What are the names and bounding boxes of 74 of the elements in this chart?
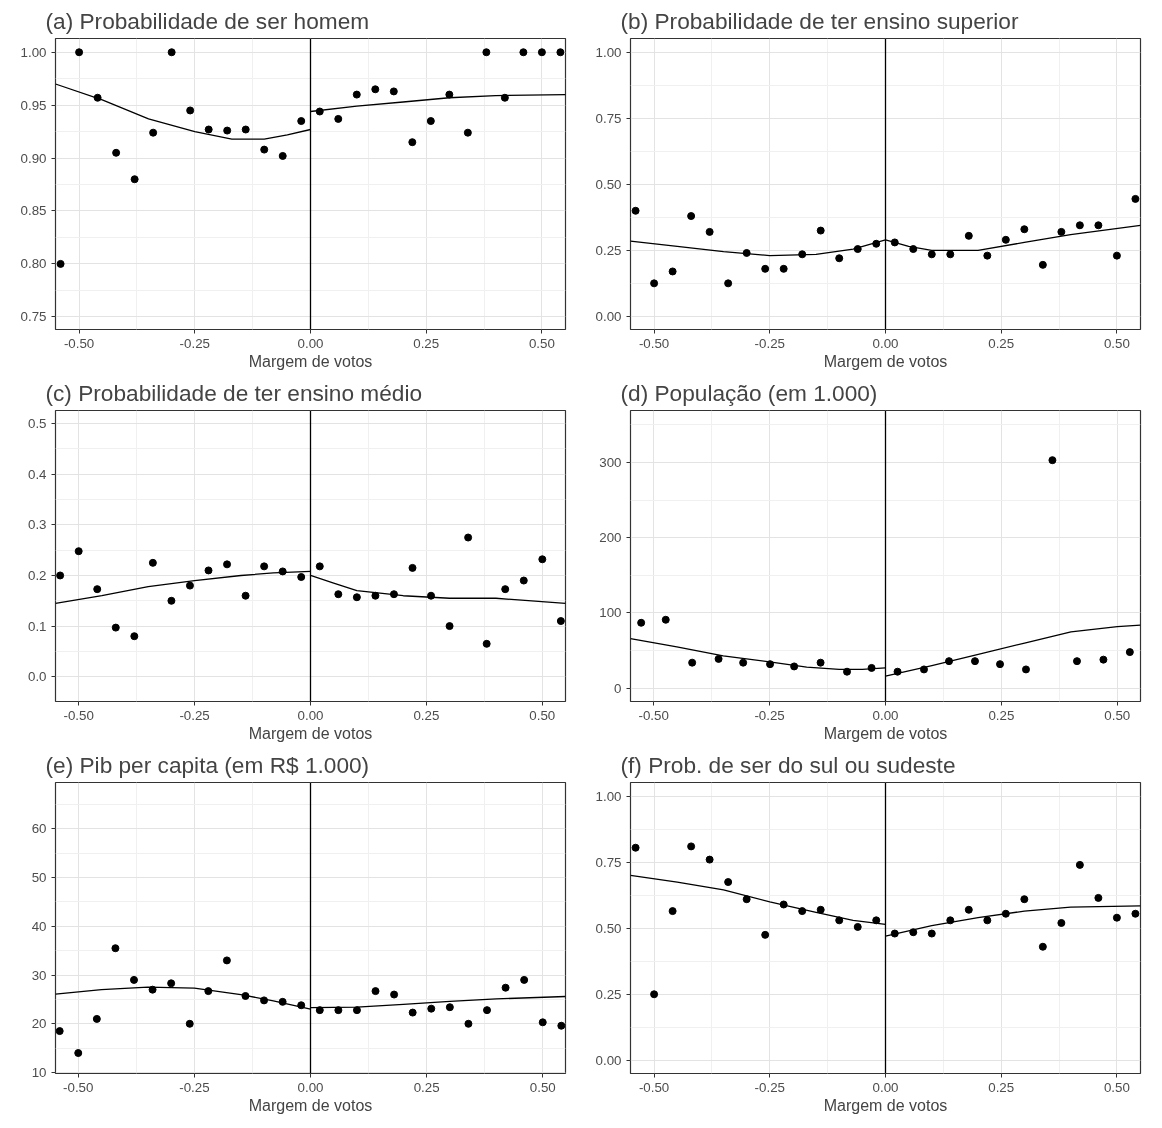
x-tick-label: -0.25 <box>179 1079 210 1095</box>
x-axis-title: Margem de votos <box>823 1096 948 1114</box>
x-tick-label: 0.25 <box>413 707 440 723</box>
x-tick-label: 0.25 <box>413 1079 440 1095</box>
x-tick-label: 0.00 <box>872 707 899 723</box>
y-tick-label: 40 <box>31 918 47 934</box>
x-tick-label: -0.50 <box>638 707 669 723</box>
x-tick-label: 0.50 <box>1103 1079 1130 1095</box>
y-tick-label: 0.5 <box>27 416 47 432</box>
x-tick-label: 0.50 <box>529 1079 556 1095</box>
x-tick-label: 0.25 <box>988 335 1015 351</box>
x-tick-label: -0.50 <box>63 707 94 723</box>
x-axis-title: Margem de votos <box>248 352 373 370</box>
y-tick-label: 60 <box>31 821 47 837</box>
x-tick-label: 0.00 <box>297 335 324 351</box>
x-tick-label: -0.25 <box>179 707 210 723</box>
y-tick-label: 30 <box>31 967 47 983</box>
x-tick-label: -0.50 <box>63 1079 94 1095</box>
x-tick-label: 0.25 <box>413 335 440 351</box>
x-tick-label: -0.50 <box>638 335 670 351</box>
y-tick-label: 20 <box>31 1016 47 1032</box>
y-tick-label: 0.3 <box>27 517 47 533</box>
y-tick-label: 0.80 <box>20 256 47 272</box>
x-tick-label: -0.50 <box>63 335 95 351</box>
x-axis-title: Margem de votos <box>248 724 373 742</box>
y-tick-label: 0.00 <box>595 1052 622 1068</box>
y-tick-label: 50 <box>31 870 47 886</box>
x-tick-label: 0.00 <box>872 1079 899 1095</box>
y-tick-label: 0.00 <box>595 308 622 324</box>
y-tick-label: 1.00 <box>595 44 622 60</box>
x-tick-label: -0.25 <box>754 1079 785 1095</box>
y-tick-label: 0.95 <box>20 97 47 113</box>
y-tick-label: 0.25 <box>595 986 622 1002</box>
y-tick-label: 1.00 <box>20 44 47 60</box>
x-tick-label: -0.25 <box>754 335 785 351</box>
y-tick-label: 0.2 <box>27 567 47 583</box>
y-tick-label: 0.75 <box>20 309 47 325</box>
x-axis-title: Margem de votos <box>823 352 948 370</box>
y-tick-label: 0.4 <box>27 466 48 482</box>
chart-title: (b) Probabilidade de ter ensino superior <box>620 7 1019 34</box>
x-tick-label: 0.50 <box>1104 707 1131 723</box>
x-tick-label: 0.00 <box>872 335 899 351</box>
y-tick-label: 200 <box>599 530 622 546</box>
y-tick-label: 300 <box>599 454 622 470</box>
y-tick-label: 0 <box>614 680 622 696</box>
y-tick-label: 0.1 <box>27 618 47 634</box>
y-tick-label: 10 <box>31 1065 47 1081</box>
x-tick-label: -0.50 <box>638 1079 670 1095</box>
x-tick-label: 0.25 <box>988 707 1015 723</box>
chart-title: (c) Probabilidade de ter ensino médio <box>45 379 423 406</box>
x-tick-label: -0.25 <box>754 707 785 723</box>
x-tick-label: 0.25 <box>988 1079 1015 1095</box>
x-tick-label: 0.00 <box>297 1079 324 1095</box>
y-tick-label: 0.75 <box>595 110 622 126</box>
x-tick-label: 0.00 <box>297 707 324 723</box>
chart-title: (a) Probabilidade de ser homem <box>45 7 370 34</box>
y-tick-label: 1.00 <box>595 788 622 804</box>
chart-title: (f) Prob. de ser do sul ou sudeste <box>620 751 956 778</box>
x-axis-title: Margem de votos <box>823 724 948 742</box>
x-tick-label: 0.50 <box>528 335 555 351</box>
y-tick-label: 0.0 <box>27 669 47 685</box>
x-tick-label: 0.50 <box>1103 335 1130 351</box>
y-tick-label: 0.90 <box>20 150 47 166</box>
x-axis-title: Margem de votos <box>248 1096 373 1114</box>
y-tick-label: 0.50 <box>595 176 622 192</box>
y-tick-label: 0.25 <box>595 242 622 258</box>
y-tick-label: 0.85 <box>20 203 47 219</box>
chart-title: (e) Pib per capita (em R$ 1.000) <box>45 751 370 778</box>
y-tick-label: 0.75 <box>595 854 622 870</box>
y-tick-label: 0.50 <box>595 920 622 936</box>
y-tick-label: 100 <box>599 605 622 621</box>
x-tick-label: -0.25 <box>179 335 210 351</box>
chart-title: (d) População (em 1.000) <box>620 379 878 406</box>
x-tick-label: 0.50 <box>529 707 556 723</box>
